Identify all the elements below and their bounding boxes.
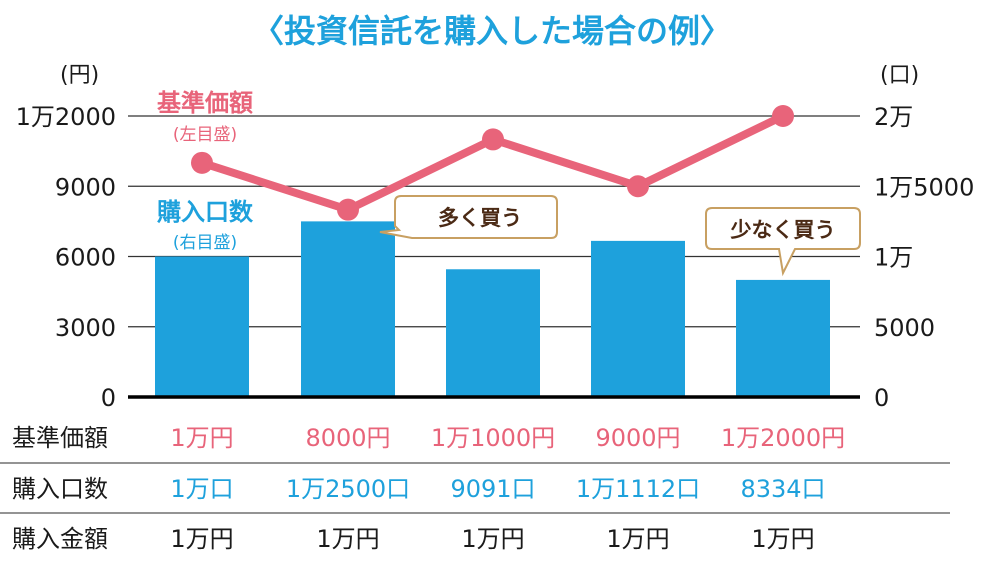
table-row-label: 基準価額 [12,424,108,452]
table-cell: 8000円 [305,424,390,452]
table-cell: 1万2500口 [286,475,410,503]
left-tick-label: 6000 [55,244,116,272]
table-cell: 1万円 [170,424,233,452]
left-tick-label: 0 [101,384,116,412]
units-series-scale-note: (右目盛) [173,233,237,253]
left-tick-label: 1万2000 [16,103,116,131]
unit-bar [155,256,249,397]
unit-bar [591,240,685,397]
left-axis-unit: (円) [60,63,99,88]
price-line [191,105,794,221]
table-cell: 9000円 [595,424,680,452]
table-cell: 1万口 [170,475,233,503]
callout-buy-less: 少なく買う [705,207,861,277]
units-series-name: 購入口数 [157,198,254,226]
chart-title: 〈投資信託を購入した場合の例〉 [252,12,732,50]
price-point [772,105,794,127]
unit-bar [736,279,830,397]
table-cell: 1万円 [606,525,669,553]
table-cell: 9091口 [450,475,535,503]
left-tick-label: 9000 [55,173,116,201]
left-axis-ticks: 0 3000 6000 9000 1万2000 [16,103,116,412]
table-row-label: 購入金額 [12,525,108,553]
table-cell: 1万2000円 [721,424,845,452]
callout-buy-less-text: 少なく買う [730,218,836,242]
table-cell: 1万円 [316,525,379,553]
table-cell: 1万円 [170,525,233,553]
right-tick-label: 5000 [874,314,935,342]
callout-buy-more-text: 多く買う [438,206,522,230]
left-tick-label: 3000 [55,314,116,342]
right-tick-label: 0 [874,384,889,412]
unit-bar [446,269,540,397]
table-row-label: 購入口数 [12,475,108,503]
table-cell: 1万円 [461,525,524,553]
right-axis-ticks: 0 5000 1万 1万5000 2万 [874,103,974,412]
table-cell: 1万1000円 [431,424,555,452]
right-tick-label: 2万 [874,103,913,131]
price-point [191,151,213,174]
table-cell: 1万1112口 [576,475,700,503]
price-point [627,175,649,198]
right-axis-unit: (口) [880,63,919,88]
table-cell: 8334口 [740,475,825,503]
right-tick-label: 1万 [874,244,913,272]
right-tick-label: 1万5000 [874,173,974,201]
unit-bar [301,221,395,397]
table-cell: 1万円 [751,525,814,553]
price-point [482,128,504,151]
price-point [337,198,359,221]
price-series-scale-note: (左目盛) [173,125,237,145]
price-series-name: 基準価額 [157,89,253,117]
unit-bars [155,221,830,397]
callout-buy-more: 多く買う [379,195,558,239]
